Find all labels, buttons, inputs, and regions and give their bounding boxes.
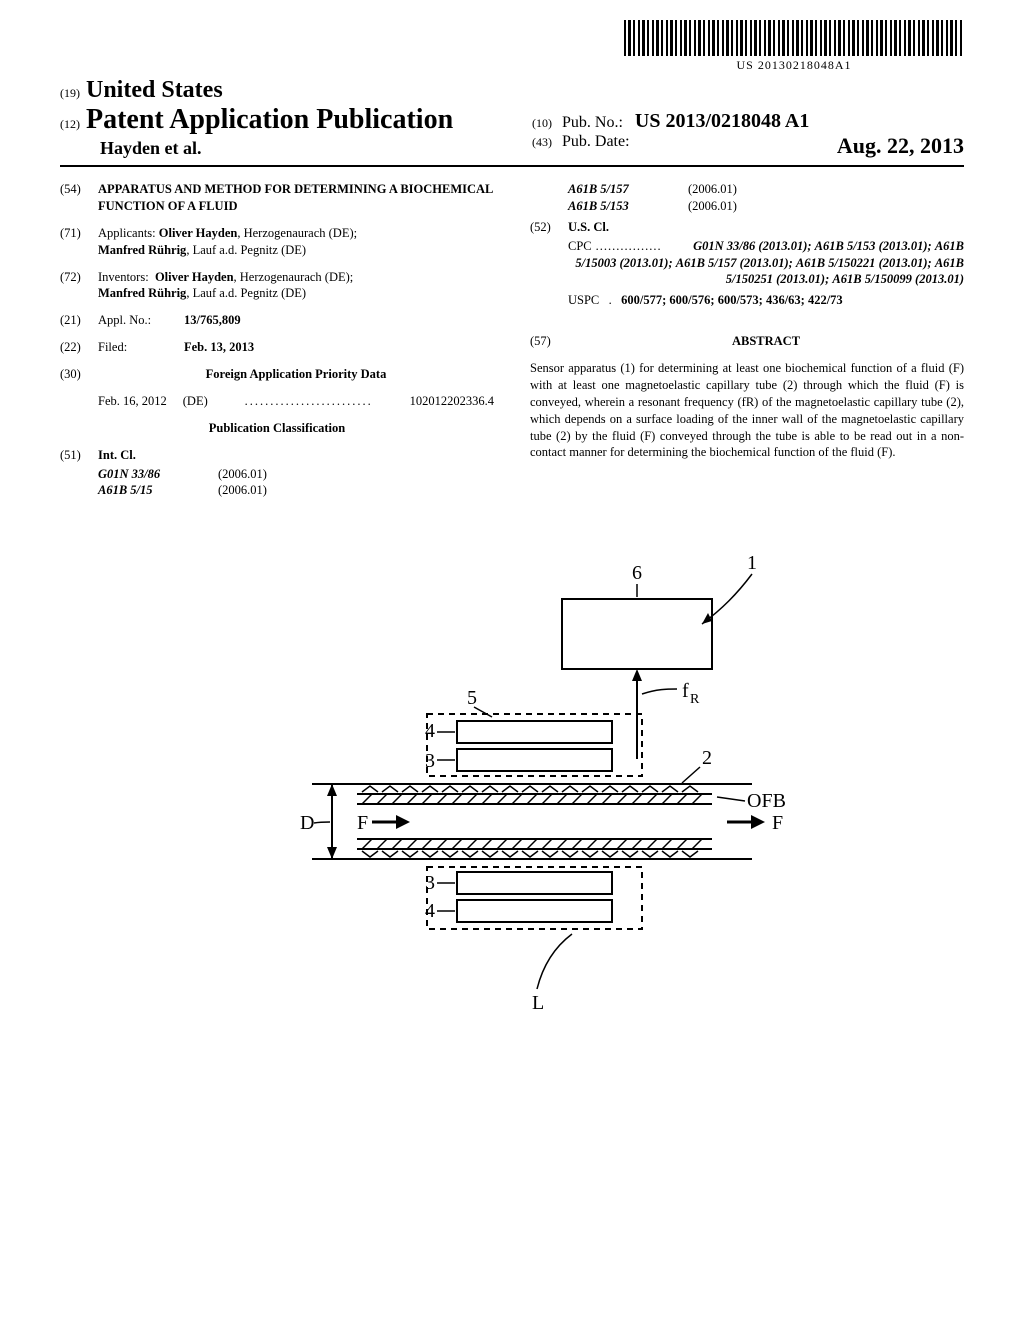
- applicants-num: (71): [60, 225, 98, 259]
- intcl-ver: (2006.01): [688, 181, 737, 198]
- fig-label-fr: f: [682, 680, 689, 702]
- pubdate-value: Aug. 22, 2013: [837, 133, 964, 159]
- pubdate-num: (43): [532, 135, 552, 149]
- fig-label-d: D: [300, 812, 314, 834]
- inventor-name: Manfred Rührig: [98, 286, 186, 300]
- figure: 1 6 f R 5 4: [60, 539, 964, 1063]
- uspc-dots: .: [609, 293, 612, 307]
- fig-label-fr-sub: R: [690, 692, 700, 707]
- appl-label: Appl. No.:: [98, 312, 184, 329]
- pubno-value: US 2013/0218048 A1: [635, 110, 809, 132]
- foreign-dots: .........................: [208, 393, 410, 410]
- pubtype-num: (12): [60, 117, 80, 131]
- biblio-columns: (54) APPARATUS AND METHOD FOR DETERMININ…: [60, 181, 964, 499]
- fig-label-ofb: OFB: [747, 790, 786, 812]
- inventor-loc: , Herzogenaurach (DE);: [234, 270, 354, 284]
- filed-num: (22): [60, 339, 98, 356]
- applicant-name: Oliver Hayden: [159, 226, 238, 240]
- foreign-title: Foreign Application Priority Data: [98, 366, 494, 383]
- fig-label-4: 4: [425, 720, 435, 742]
- fig-label-4b: 4: [425, 900, 435, 922]
- figure-svg: 1 6 f R 5 4: [192, 539, 832, 1059]
- applicant-name: Manfred Rührig: [98, 243, 186, 257]
- inventor-loc: , Lauf a.d. Pegnitz (DE): [186, 286, 306, 300]
- applicant-loc: , Herzogenaurach (DE);: [237, 226, 357, 240]
- foreign-num: (30): [60, 366, 98, 383]
- uscl-num: (52): [530, 219, 568, 236]
- left-column: (54) APPARATUS AND METHOD FOR DETERMININ…: [60, 181, 494, 499]
- intcl-code: A61B 5/157: [568, 181, 688, 198]
- fig-label-f-right: F: [772, 812, 783, 834]
- uscl-label: U.S. Cl.: [568, 219, 964, 236]
- pub-class-title: Publication Classification: [60, 420, 494, 437]
- pubno-num: (10): [532, 116, 552, 130]
- cpc-dots: ................: [596, 238, 662, 255]
- barcode-region: US 20130218048A1: [60, 20, 964, 73]
- intcl-code: A61B 5/15: [98, 482, 218, 499]
- fig-label-3: 3: [425, 750, 435, 772]
- appl-num: (21): [60, 312, 98, 329]
- cpc-label: CPC: [568, 238, 592, 255]
- header: (19) United States (12) Patent Application…: [60, 77, 964, 159]
- intcl-code: A61B 5/153: [568, 198, 688, 215]
- intcl-num: (51): [60, 447, 98, 464]
- pubno-label: Pub. No.:: [562, 114, 623, 131]
- inventors-label: Inventors:: [98, 270, 149, 284]
- fig-label-f-left: F: [357, 812, 368, 834]
- country-num: (19): [60, 86, 80, 100]
- intcl-label: Int. Cl.: [98, 447, 494, 464]
- foreign-appno: 102012202336.4: [410, 393, 494, 410]
- intcl-ver: (2006.01): [218, 482, 267, 499]
- authors: Hayden et al.: [100, 138, 492, 159]
- invention-title: APPARATUS AND METHOD FOR DETERMINING A B…: [98, 181, 494, 215]
- abstract-text: Sensor apparatus (1) for determining at …: [530, 360, 964, 461]
- abstract-label: ABSTRACT: [568, 333, 964, 350]
- pubdate-label: Pub. Date:: [562, 133, 630, 150]
- inventor-name: Oliver Hayden: [155, 270, 234, 284]
- applicants-label: Applicants:: [98, 226, 156, 240]
- barcode-stripes: [624, 20, 964, 56]
- title-num: (54): [60, 181, 98, 215]
- fig-label-2: 2: [702, 747, 712, 769]
- intcl-ver: (2006.01): [218, 466, 267, 483]
- fig-label-l: L: [532, 992, 544, 1014]
- uspc-label: USPC: [568, 293, 599, 307]
- pub-type: Patent Application Publication: [86, 104, 453, 135]
- filed-value: Feb. 13, 2013: [184, 339, 494, 356]
- fig-label-6: 6: [632, 562, 642, 584]
- inventors-num: (72): [60, 269, 98, 303]
- intcl-code: G01N 33/86: [98, 466, 218, 483]
- applicant-loc: , Lauf a.d. Pegnitz (DE): [186, 243, 306, 257]
- foreign-date: Feb. 16, 2012: [98, 393, 167, 410]
- right-column: A61B 5/157 (2006.01) A61B 5/153 (2006.01…: [530, 181, 964, 499]
- header-rule: [60, 165, 964, 167]
- abstract-num: (57): [530, 333, 568, 350]
- country: United States: [86, 77, 223, 103]
- filed-label: Filed:: [98, 339, 184, 356]
- uspc-text: 600/577; 600/576; 600/573; 436/63; 422/7…: [621, 293, 843, 307]
- appl-value: 13/765,809: [184, 312, 494, 329]
- barcode-text: US 20130218048A1: [624, 58, 964, 73]
- fig-label-3b: 3: [425, 872, 435, 894]
- fig-label-1: 1: [747, 552, 757, 574]
- fig-label-5: 5: [467, 687, 477, 709]
- foreign-country: (DE): [183, 393, 208, 410]
- intcl-ver: (2006.01): [688, 198, 737, 215]
